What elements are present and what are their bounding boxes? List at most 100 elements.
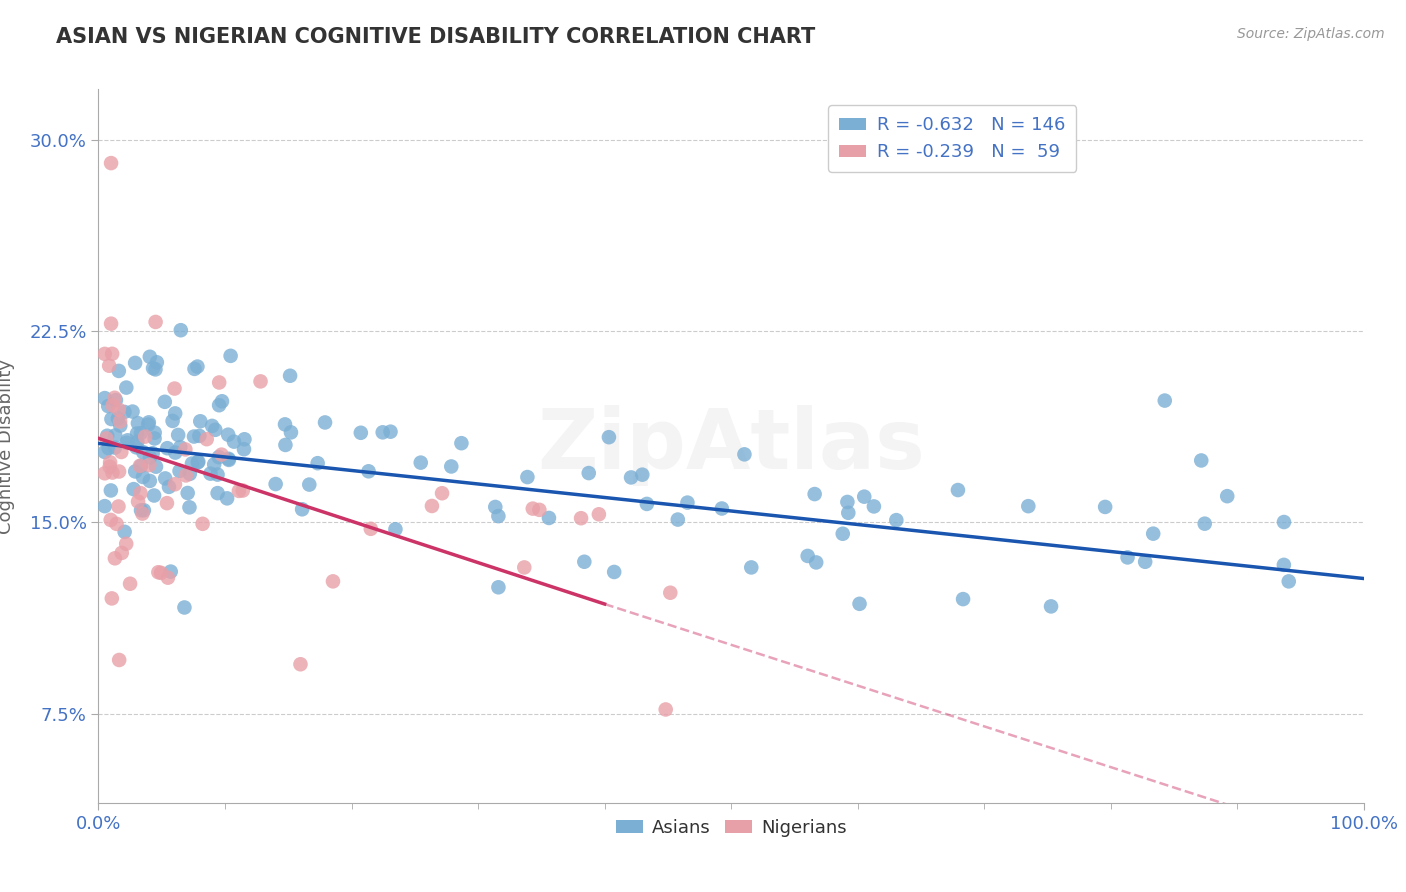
Point: [145, 459, 167, 474]
Point: [278, 368, 301, 383]
Point: [122, 482, 145, 496]
Point: [100, 513, 122, 527]
Point: [740, 560, 762, 574]
Point: [129, 426, 152, 441]
Point: [863, 500, 886, 514]
Point: [139, 474, 162, 488]
Point: [145, 315, 167, 329]
Point: [138, 458, 160, 472]
Point: [207, 486, 229, 500]
Point: [1278, 574, 1301, 589]
Point: [522, 501, 544, 516]
Point: [853, 490, 876, 504]
Point: [350, 425, 373, 440]
Point: [138, 415, 160, 429]
Text: ZipAtlas: ZipAtlas: [537, 406, 925, 486]
Point: [167, 428, 190, 442]
Point: [636, 497, 658, 511]
Point: [96, 429, 118, 443]
Point: [218, 451, 240, 466]
Point: [129, 458, 152, 473]
Y-axis label: Cognitive Disability: Cognitive Disability: [0, 359, 15, 533]
Point: [93, 347, 117, 361]
Point: [1153, 393, 1175, 408]
Point: [1216, 489, 1239, 503]
Point: [127, 434, 149, 449]
Point: [208, 450, 231, 464]
Point: [314, 416, 336, 430]
Point: [124, 356, 146, 370]
Point: [127, 416, 149, 430]
Point: [218, 453, 240, 467]
Point: [710, 501, 733, 516]
Point: [125, 426, 148, 441]
Point: [145, 362, 167, 376]
Point: [848, 597, 870, 611]
Point: [578, 466, 600, 480]
Point: [676, 495, 699, 509]
Point: [201, 418, 224, 433]
Point: [100, 317, 122, 331]
Point: [274, 417, 297, 432]
Point: [110, 445, 132, 459]
Point: [603, 565, 626, 579]
Point: [101, 466, 124, 480]
Point: [169, 440, 191, 454]
Point: [191, 516, 214, 531]
Point: [136, 417, 159, 432]
Point: [1272, 558, 1295, 572]
Point: [148, 566, 170, 580]
Point: [111, 546, 134, 560]
Point: [631, 467, 654, 482]
Point: [946, 483, 969, 497]
Point: [107, 500, 129, 514]
Point: [101, 591, 124, 606]
Point: [486, 580, 509, 594]
Point: [153, 394, 176, 409]
Point: [588, 508, 610, 522]
Point: [170, 323, 193, 337]
Point: [529, 503, 551, 517]
Point: [156, 496, 179, 510]
Point: [157, 480, 180, 494]
Point: [127, 494, 149, 508]
Point: [659, 585, 682, 599]
Point: [1133, 555, 1156, 569]
Point: [188, 429, 211, 443]
Point: [249, 375, 271, 389]
Point: [97, 441, 120, 455]
Point: [204, 423, 226, 437]
Point: [222, 434, 245, 449]
Point: [104, 391, 127, 405]
Point: [217, 427, 239, 442]
Point: [952, 592, 974, 607]
Point: [96, 432, 118, 446]
Point: [174, 442, 197, 457]
Point: [101, 399, 124, 413]
Point: [200, 467, 222, 481]
Point: [176, 486, 198, 500]
Point: [274, 438, 297, 452]
Point: [139, 350, 162, 364]
Point: [129, 458, 152, 473]
Point: [115, 537, 138, 551]
Point: [179, 467, 201, 481]
Point: [174, 468, 197, 483]
Point: [173, 600, 195, 615]
Point: [134, 429, 156, 443]
Point: [202, 458, 225, 472]
Point: [104, 393, 127, 408]
Point: [208, 376, 231, 390]
Point: [380, 425, 402, 439]
Point: [93, 445, 117, 459]
Point: [219, 349, 242, 363]
Point: [307, 456, 329, 470]
Point: [163, 477, 186, 491]
Point: [208, 398, 231, 412]
Point: [120, 576, 142, 591]
Point: [450, 436, 472, 450]
Point: [117, 434, 139, 448]
Point: [264, 477, 287, 491]
Point: [139, 450, 162, 465]
Point: [620, 470, 643, 484]
